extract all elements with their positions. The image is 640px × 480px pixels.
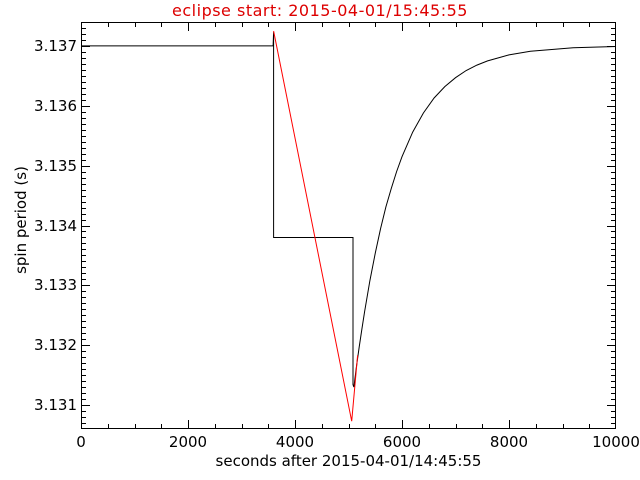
- y-tick-label: 3.133: [34, 276, 77, 295]
- x-tick-label: 6000: [382, 433, 422, 451]
- y-tick-label: 3.131: [34, 396, 77, 415]
- x-tick-label: 10000: [592, 433, 640, 451]
- x-tick-label: 4000: [275, 433, 315, 451]
- plot-title: eclipse start: 2015-04-01/15:45:55: [172, 1, 468, 20]
- axis-ticks: [81, 22, 615, 428]
- x-axis-tick-labels: 0 2000 4000 6000 8000 10000: [0, 433, 640, 451]
- y-tick-label: 3.137: [34, 36, 77, 55]
- plot-canvas: [81, 22, 616, 429]
- x-tick-label: 0: [76, 433, 86, 451]
- y-axis-tick-labels: 3.131 3.132 3.133 3.134 3.135 3.136 3.137: [0, 0, 80, 480]
- axis-frame: [81, 22, 616, 429]
- y-tick-label: 3.134: [34, 216, 77, 235]
- y-tick-label: 3.136: [34, 96, 77, 115]
- spin-period-measured-line: [81, 32, 616, 388]
- plot-area: [81, 22, 616, 429]
- y-tick-label: 3.132: [34, 336, 77, 355]
- y-axis-label: spin period (s): [12, 166, 30, 274]
- x-axis-label: seconds after 2015-04-01/14:45:55: [215, 452, 482, 470]
- y-tick-label: 3.135: [34, 156, 77, 175]
- eclipse-marker-line: [273, 30, 359, 422]
- x-tick-label: 8000: [489, 433, 529, 451]
- x-tick-label: 2000: [168, 433, 208, 451]
